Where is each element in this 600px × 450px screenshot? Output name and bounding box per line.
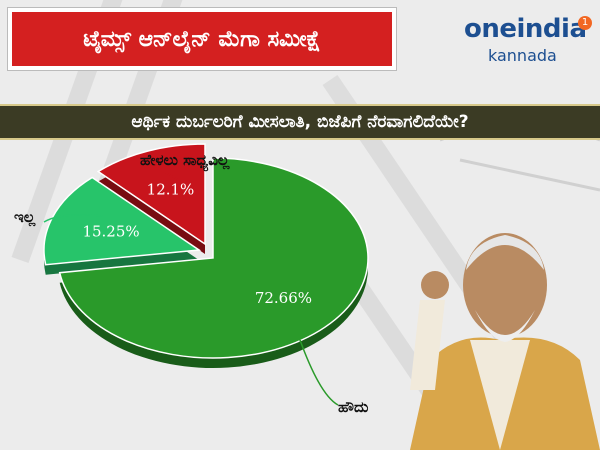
pie-value-label-yes: 72.66% xyxy=(255,289,312,307)
logo-sub-text: kannada xyxy=(488,46,557,65)
brand-logo[interactable]: oneindia 1 kannada xyxy=(452,10,592,72)
pie-slice-cs xyxy=(96,143,206,246)
leader-line-no xyxy=(43,214,103,223)
pie-category-label-no: ಇಲ್ಲ xyxy=(14,208,37,227)
pie-category-label-yes: ಹೌದು xyxy=(338,398,369,416)
pie-value-label-no: 15.25% xyxy=(82,222,139,240)
logo-badge: 1 xyxy=(578,16,592,30)
pie-slice-yes xyxy=(58,157,369,359)
pie-value-label-cs: 12.1% xyxy=(147,180,195,198)
logo-main-text: oneindia xyxy=(464,14,587,44)
leader-figure xyxy=(410,233,600,450)
leader-line-cs xyxy=(159,169,191,187)
leader-line-yes xyxy=(299,339,339,406)
survey-question: ಆರ್ಥಿಕ ದುರ್ಬಲರಿಗೆ ಮೀಸಲಾತಿ, ಬಿಜೆಪಿಗೆ ನೆರವ… xyxy=(0,104,600,140)
pie-category-label-cs: ಹೇಳಲು ಸಾಧ್ಯವಿಲ್ಲ xyxy=(140,151,231,172)
page-title: ಟೈಮ್ಸ್ ಆನ್‌ಲೈನ್ ಮೆಗಾ ಸಮೀಕ್ಷೆ xyxy=(8,8,396,70)
pie-chart: 72.66% 15.25% 12.1% ಹೇಳಲು ಸಾಧ್ಯವಿಲ್ಲ ಇಲ್ಲ ಹೌದ… xyxy=(14,143,369,416)
